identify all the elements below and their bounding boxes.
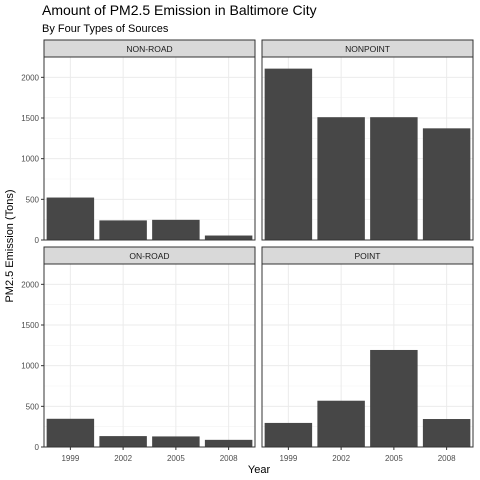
facet-strip-label: NONPOINT <box>345 44 390 54</box>
facet-strip-label: NON-ROAD <box>126 44 172 54</box>
bar-non-road-1999 <box>46 197 95 240</box>
y-tick-label: 0 <box>35 443 40 452</box>
y-tick-label: 2000 <box>21 73 39 82</box>
bar-on-road-2008 <box>204 439 253 447</box>
x-tick-label: 2005 <box>167 454 185 463</box>
y-tick-label: 500 <box>26 195 40 204</box>
panel-background <box>262 264 473 447</box>
bar-non-road-2008 <box>204 235 253 240</box>
x-tick-label: 2002 <box>114 454 132 463</box>
bar-point-2005 <box>370 349 418 447</box>
x-axis-title: Year <box>248 464 271 476</box>
y-tick-label: 0 <box>35 236 40 245</box>
y-tick-label: 1500 <box>21 321 39 330</box>
bar-nonpoint-2008 <box>422 128 471 240</box>
y-tick-label: 1000 <box>21 155 39 164</box>
panel-background <box>44 264 255 447</box>
x-tick-label: 2008 <box>220 454 238 463</box>
facet-strip-label: ON-ROAD <box>129 251 169 261</box>
x-tick-label: 2002 <box>332 454 350 463</box>
bar-point-2002 <box>317 400 365 447</box>
bar-nonpoint-1999 <box>264 68 313 240</box>
y-tick-label: 1000 <box>21 362 39 371</box>
bar-nonpoint-2005 <box>370 117 418 240</box>
bar-point-1999 <box>264 422 313 447</box>
x-tick-label: 2005 <box>385 454 403 463</box>
panel-border <box>261 263 474 448</box>
bar-non-road-2005 <box>152 219 200 240</box>
bar-non-road-2002 <box>99 220 147 240</box>
y-tick-label: 2000 <box>21 280 39 289</box>
x-tick-label: 2008 <box>438 454 456 463</box>
bar-on-road-1999 <box>46 418 95 447</box>
bar-point-2008 <box>422 419 471 447</box>
bar-on-road-2005 <box>152 436 200 447</box>
x-tick-label: 1999 <box>61 454 79 463</box>
bar-nonpoint-2002 <box>317 117 365 240</box>
y-axis-title: PM2.5 Emission (Tons) <box>4 189 16 302</box>
y-tick-label: 1500 <box>21 114 39 123</box>
panel-border <box>261 56 474 241</box>
bar-on-road-2002 <box>99 436 147 447</box>
chart-title: Amount of PM2.5 Emission in Baltimore Ci… <box>42 2 317 18</box>
chart-subtitle: By Four Types of Sources <box>42 23 169 35</box>
panel-border <box>43 56 256 241</box>
facet-strip-label: POINT <box>355 251 381 261</box>
x-tick-label: 1999 <box>279 454 297 463</box>
facet-panels: NON-ROAD 0 500 1000 1500 2000 NONPOINT ON-ROAD 0… <box>21 39 474 463</box>
panel-border <box>43 263 256 448</box>
y-tick-label: 500 <box>26 402 40 411</box>
